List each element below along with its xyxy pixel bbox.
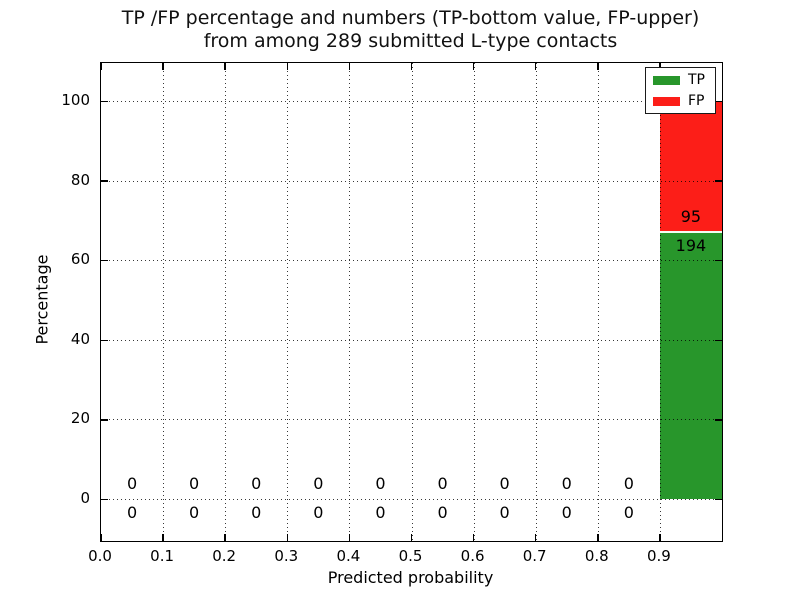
fp-legend-swatch <box>653 96 680 106</box>
y-tick-label: 100 <box>61 91 90 109</box>
x-gridline <box>659 63 661 541</box>
legend: TP FP <box>645 67 716 114</box>
y-tick-mark <box>101 180 108 182</box>
x-axis-label: Predicted probability <box>327 568 494 587</box>
x-tick-mark <box>597 63 599 70</box>
x-tick-label: 0.8 <box>584 547 609 565</box>
x-gridline <box>287 63 289 541</box>
fp-count-label: 0 <box>499 474 510 493</box>
tp-count-label: 0 <box>313 503 324 522</box>
x-tick-mark <box>286 534 289 541</box>
y-tick-mark <box>101 339 108 342</box>
chart-title-line1: TP /FP percentage and numbers (TP-bottom… <box>121 7 700 29</box>
tp-count-label: 0 <box>623 503 634 522</box>
chart-title-line2: from among 289 submitted L-type contacts <box>203 30 618 52</box>
chart-title: TP /FP percentage and numbers (TP-bottom… <box>100 7 721 53</box>
fp-bar-segment <box>659 101 722 232</box>
plot-area: 0 0 0 0 0 0 0 0 0 0 0 0 0 0 0 0 0 0 95 194 <box>100 62 723 542</box>
fp-legend-label: FP <box>688 93 705 109</box>
x-tick-mark <box>224 63 226 70</box>
x-gridline <box>349 63 351 541</box>
y-tick-label: 0 <box>80 489 90 507</box>
x-gridline <box>163 63 165 541</box>
x-tick-mark <box>162 63 164 70</box>
x-tick-label: 0.6 <box>460 547 485 565</box>
fp-count-label: 0 <box>561 474 572 493</box>
x-gridline <box>535 63 537 541</box>
tp-count-label: 0 <box>189 503 200 522</box>
x-tick-label: 0.1 <box>150 547 175 565</box>
fp-count-label: 0 <box>189 474 200 493</box>
tp-count-label: 0 <box>375 503 386 522</box>
x-tick-label: 0.2 <box>212 547 237 565</box>
x-gridline <box>225 63 227 541</box>
x-tick-mark <box>534 534 537 541</box>
y-tick-label: 80 <box>70 170 90 189</box>
x-tick-mark <box>597 534 599 541</box>
y-tick-mark <box>715 259 722 262</box>
legend-entry-tp: TP <box>653 73 709 87</box>
y-tick-mark <box>715 180 722 182</box>
fp-count-label: 0 <box>313 474 324 493</box>
x-tick-mark <box>472 534 475 541</box>
tp-count-label: 0 <box>126 503 138 522</box>
y-tick-mark <box>715 419 722 421</box>
fp-count-label: 0 <box>126 474 138 493</box>
tp-legend-label: TP <box>688 72 705 88</box>
fp-count-label: 95 <box>680 206 702 226</box>
x-gridline <box>597 63 599 541</box>
x-tick-mark <box>100 63 102 70</box>
fp-count-label: 0 <box>623 474 634 493</box>
y-tick-label: 60 <box>70 250 90 269</box>
tp-count-label: 0 <box>251 503 262 522</box>
y-tick-mark <box>715 339 722 342</box>
x-tick-mark <box>348 63 351 70</box>
bar-segment-separator <box>659 230 722 233</box>
x-tick-mark <box>162 534 164 541</box>
y-tick-mark <box>101 419 108 421</box>
y-tick-mark <box>715 498 722 501</box>
tp-count-label: 0 <box>561 503 572 522</box>
x-tick-mark <box>100 534 102 541</box>
x-tick-mark <box>224 534 226 541</box>
y-axis-label: Percentage <box>32 254 52 345</box>
x-tick-label: 0.7 <box>522 547 547 565</box>
tp-count-label: 0 <box>437 503 448 522</box>
tp-legend-swatch <box>653 75 680 85</box>
x-tick-mark <box>348 534 351 541</box>
x-tick-label: 0.3 <box>274 547 299 565</box>
legend-entry-fp: FP <box>653 94 709 108</box>
y-tick-mark <box>101 100 108 103</box>
y-tick-mark <box>715 100 722 103</box>
tp-bar-segment <box>659 231 722 499</box>
x-tick-mark <box>659 534 661 541</box>
x-tick-mark <box>286 63 289 70</box>
x-tick-mark <box>410 63 413 70</box>
y-tick-label: 40 <box>70 329 90 348</box>
y-tick-mark <box>101 259 108 262</box>
x-tick-label: 0.0 <box>88 547 112 565</box>
y-tick-label: 20 <box>70 409 90 428</box>
x-tick-mark <box>534 63 537 70</box>
tp-count-label: 194 <box>675 235 707 255</box>
x-gridline <box>411 63 413 541</box>
x-tick-mark <box>659 63 661 70</box>
x-gridline <box>473 63 475 541</box>
x-tick-mark <box>410 534 413 541</box>
x-tick-label: 0.4 <box>336 547 361 565</box>
x-tick-mark <box>472 63 475 70</box>
fp-count-label: 0 <box>437 474 448 493</box>
fp-count-label: 0 <box>251 474 262 493</box>
y-tick-mark <box>101 498 108 501</box>
tp-count-label: 0 <box>499 503 510 522</box>
fp-count-label: 0 <box>375 474 386 493</box>
x-tick-label: 0.9 <box>646 547 671 565</box>
x-tick-label: 0.5 <box>398 547 423 565</box>
